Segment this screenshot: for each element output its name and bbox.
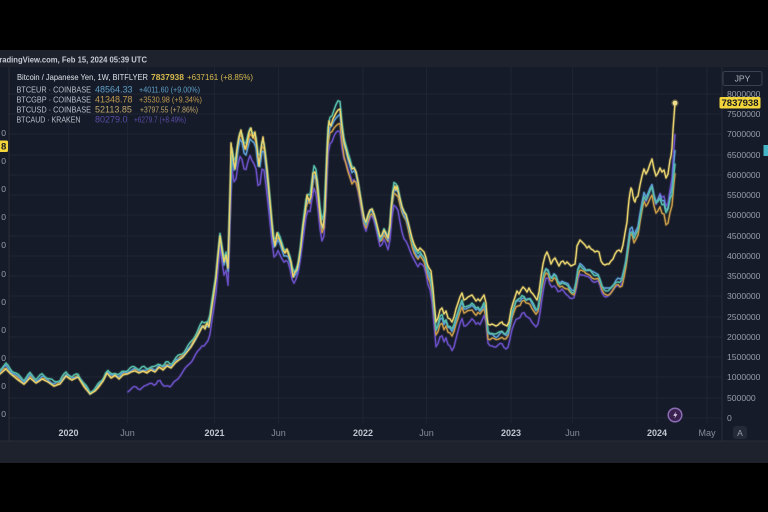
svg-text:0: 0 <box>727 413 732 423</box>
svg-text:0: 0 <box>1 184 6 194</box>
svg-text:2500000: 2500000 <box>727 312 761 322</box>
svg-text:May: May <box>698 428 716 438</box>
svg-text:7837938: 7837938 <box>722 98 759 109</box>
svg-text:4500000: 4500000 <box>727 231 761 241</box>
svg-text:Jun: Jun <box>565 428 580 438</box>
svg-text:2021: 2021 <box>204 428 224 438</box>
svg-text:7500000: 7500000 <box>727 109 761 119</box>
svg-text:JPY: JPY <box>735 74 751 84</box>
svg-text:0: 0 <box>1 381 6 391</box>
svg-text:0: 0 <box>1 269 6 279</box>
svg-text:4000000: 4000000 <box>727 251 761 261</box>
svg-text:2020: 2020 <box>58 428 78 438</box>
svg-text:2022: 2022 <box>353 428 373 438</box>
svg-text:0: 0 <box>1 297 6 307</box>
svg-text:A: A <box>737 428 743 438</box>
svg-text:Jun: Jun <box>271 428 286 438</box>
svg-text:8000000: 8000000 <box>727 89 761 99</box>
svg-text:6000000: 6000000 <box>727 170 761 180</box>
svg-text:3500000: 3500000 <box>727 271 761 281</box>
svg-text:1500000: 1500000 <box>727 352 761 362</box>
svg-text:0: 0 <box>1 325 6 335</box>
svg-text:8: 8 <box>1 142 6 153</box>
svg-text:0: 0 <box>1 156 6 166</box>
svg-text:0: 0 <box>1 128 6 138</box>
svg-text:0: 0 <box>1 353 6 363</box>
svg-text:0: 0 <box>1 212 6 222</box>
svg-text:3000000: 3000000 <box>727 291 761 301</box>
svg-text:Jun: Jun <box>419 428 434 438</box>
svg-text:1000000: 1000000 <box>727 372 761 382</box>
svg-text:7000000: 7000000 <box>727 129 761 139</box>
svg-text:2024: 2024 <box>647 428 667 438</box>
svg-text:TradingView.com, Feb 15, 2024: TradingView.com, Feb 15, 2024 05:39 UTC <box>0 55 147 65</box>
svg-text:0: 0 <box>1 409 6 419</box>
svg-text:Bitcoin / Japanese Yen, 1W, BI: Bitcoin / Japanese Yen, 1W, BITFLYER 7837… <box>17 72 253 82</box>
svg-text:500000: 500000 <box>727 393 756 403</box>
svg-text:2023: 2023 <box>501 428 521 438</box>
svg-text:6500000: 6500000 <box>727 150 761 160</box>
svg-text:5500000: 5500000 <box>727 190 761 200</box>
svg-text:0: 0 <box>1 240 6 250</box>
svg-text:Jun: Jun <box>120 428 135 438</box>
svg-text:5000000: 5000000 <box>727 210 761 220</box>
svg-text:2000000: 2000000 <box>727 332 761 342</box>
